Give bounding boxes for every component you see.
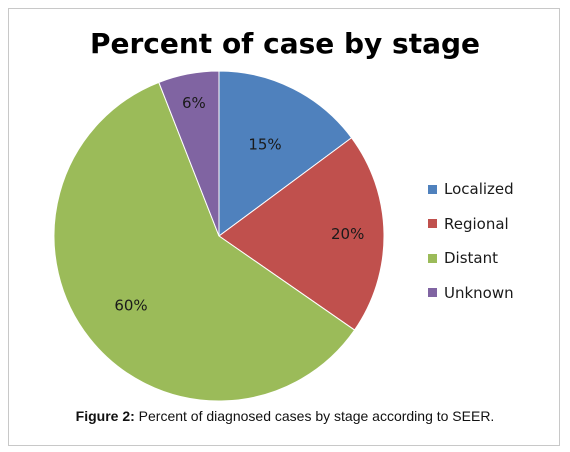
legend-item-distant: Distant: [428, 241, 514, 276]
legend-label-regional: Regional: [444, 214, 509, 233]
legend-item-unknown: Unknown: [428, 276, 514, 311]
caption-prefix: Figure 2:: [75, 408, 135, 424]
pie-slice-distant: [53, 81, 356, 402]
legend-label-localized: Localized: [444, 180, 514, 199]
chart-title: Percent of case by stage: [89, 27, 481, 60]
legend-label-unknown: Unknown: [444, 283, 514, 302]
legend-swatch-regional: [428, 219, 437, 229]
slice-label-distant: 60%: [114, 297, 147, 315]
pie-slice-localized: [218, 70, 353, 237]
legend-swatch-localized: [428, 184, 437, 194]
pie-slice-unknown: [158, 70, 220, 237]
slice-label-unknown: 6%: [182, 94, 206, 112]
legend-swatch-distant: [428, 253, 437, 263]
caption-text: Percent of diagnosed cases by stage acco…: [134, 408, 495, 424]
chart-legend: Localized Regional Distant Unknown: [428, 172, 514, 310]
legend-label-distant: Distant: [444, 249, 498, 268]
legend-swatch-unknown: [428, 288, 437, 298]
pie-slice-regional: [218, 137, 385, 331]
figure-caption: Figure 2: Percent of diagnosed cases by …: [0, 408, 570, 424]
legend-item-regional: Regional: [428, 207, 514, 242]
slice-label-localized: 15%: [248, 136, 281, 154]
slice-label-regional: 20%: [331, 225, 364, 243]
legend-item-localized: Localized: [428, 172, 514, 207]
